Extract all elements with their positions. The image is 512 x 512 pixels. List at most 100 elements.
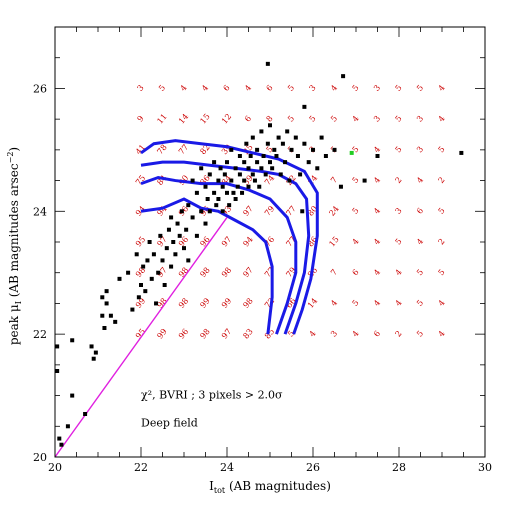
highlighted-point <box>349 150 354 155</box>
detection-percentage: 4 <box>329 83 339 93</box>
detection-percentage: 5 <box>351 206 361 216</box>
data-point <box>207 172 212 177</box>
data-point <box>272 147 277 152</box>
detection-percentage: 5 <box>351 175 361 185</box>
data-point <box>268 123 272 128</box>
detection-percentage: 4 <box>351 329 361 339</box>
data-point <box>126 270 131 275</box>
data-point <box>216 197 221 201</box>
data-point <box>70 338 75 343</box>
data-point <box>156 270 161 275</box>
detection-percentage: 5 <box>265 145 275 155</box>
data-point <box>255 160 260 165</box>
detection-percentage: 9 <box>136 114 146 124</box>
data-point <box>259 166 264 171</box>
data-point <box>205 197 210 201</box>
data-point <box>173 252 178 257</box>
data-point <box>151 252 156 257</box>
completeness-curve <box>140 139 319 335</box>
data-point <box>306 160 311 165</box>
x-tick-label: 30 <box>478 461 492 474</box>
data-point <box>194 233 199 238</box>
data-point <box>250 135 255 140</box>
data-point <box>231 190 236 195</box>
detection-percentage: 4 <box>372 298 382 308</box>
data-point <box>203 184 208 189</box>
data-point <box>220 209 225 214</box>
data-point <box>255 147 260 152</box>
data-point <box>182 246 186 251</box>
detection-percentage: 8 <box>265 114 275 124</box>
detection-percentage: 4 <box>308 329 318 339</box>
y-axis-label: peak μI (AB magnitudes arsec−2) <box>6 147 23 345</box>
detection-percentage: 5 <box>437 206 447 216</box>
data-point <box>295 154 300 158</box>
detection-percentage: 2 <box>394 329 404 339</box>
data-point <box>102 326 107 330</box>
data-point <box>276 135 281 140</box>
data-point <box>287 178 292 183</box>
data-point <box>70 393 75 398</box>
detection-percentage: 5 <box>437 145 447 155</box>
data-point <box>229 147 234 152</box>
data-point <box>104 301 109 306</box>
detection-percentage: 4 <box>372 206 382 216</box>
data-point <box>158 233 163 238</box>
data-point <box>265 61 270 66</box>
detection-percentage: 6 <box>243 114 253 124</box>
data-point <box>203 221 208 226</box>
detection-percentage: 5 <box>308 114 318 124</box>
data-point <box>248 154 253 158</box>
detection-percentage: 5 <box>415 298 425 308</box>
axis-ticks <box>54 26 486 458</box>
detection-percentage: 4 <box>372 268 382 278</box>
data-point <box>160 258 165 263</box>
data-point <box>341 74 346 79</box>
y-tick-label: 24 <box>33 205 47 218</box>
data-point <box>259 129 264 134</box>
data-point <box>139 283 143 287</box>
x-tick-label: 28 <box>392 461 406 474</box>
detection-percentage: 2 <box>394 175 404 185</box>
detection-percentage: 7 <box>329 268 339 278</box>
data-point <box>166 227 171 232</box>
detection-percentage: 5 <box>394 83 404 93</box>
detection-percentage: 6 <box>415 206 425 216</box>
data-point <box>108 313 113 318</box>
data-point <box>214 203 219 208</box>
field-annotation: Deep field <box>141 416 198 429</box>
selection-criteria-annotation: χ², BVRI ; 3 pixels > 2.0σ <box>141 389 283 402</box>
data-point <box>177 233 182 238</box>
detection-percentage: 2 <box>437 175 447 185</box>
detection-percentage: 5 <box>286 329 296 339</box>
data-point <box>323 154 328 158</box>
detection-percentage: 5 <box>351 83 361 93</box>
detection-percentage: 3 <box>415 114 425 124</box>
detection-percentage: 4 <box>437 329 447 339</box>
data-point <box>235 184 240 189</box>
detection-percentage: 4 <box>415 237 425 247</box>
data-point <box>278 172 283 177</box>
data-point <box>218 166 223 171</box>
data-point <box>302 104 307 109</box>
data-point <box>100 313 105 318</box>
data-point <box>59 442 64 447</box>
detection-percentage: 5 <box>351 145 361 155</box>
detection-percentage: 3 <box>308 83 318 93</box>
data-point <box>227 203 232 208</box>
data-point <box>302 141 307 146</box>
detection-percentage: 7 <box>329 175 339 185</box>
detection-percentage: 4 <box>329 298 339 308</box>
completeness-curve <box>140 197 274 335</box>
data-point <box>55 344 60 349</box>
data-point <box>285 129 290 134</box>
data-point <box>212 160 217 165</box>
data-point <box>220 184 225 189</box>
data-point <box>311 147 315 152</box>
data-point <box>250 172 255 177</box>
data-point <box>263 172 268 177</box>
detection-percentage: 5 <box>157 83 167 93</box>
detection-percentage: 5 <box>286 114 296 124</box>
data-point <box>280 141 285 146</box>
